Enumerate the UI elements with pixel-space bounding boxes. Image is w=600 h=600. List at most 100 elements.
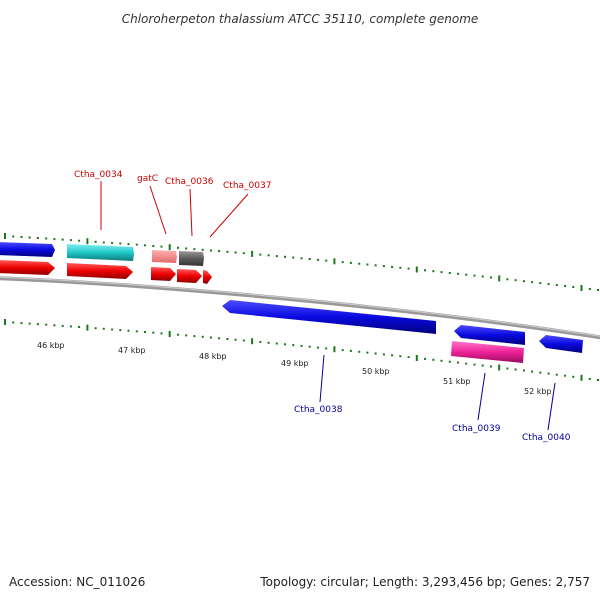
- outer-tick: [234, 251, 237, 254]
- inner-tick: [349, 349, 352, 352]
- label-ctha-0038[interactable]: Ctha_0038: [294, 405, 343, 415]
- inner-tick: [366, 351, 369, 354]
- outer-tick: [292, 256, 295, 259]
- inner-tick: [547, 372, 550, 375]
- inner-tick: [506, 367, 509, 370]
- outer-tick: [308, 258, 311, 260]
- inner-tick: [168, 331, 171, 337]
- kbp-label-52: 52 kbp: [524, 387, 552, 396]
- map-title: Chloroherpeton thalassium ATCC 35110, co…: [122, 12, 479, 26]
- gene-ctha-0034[interactable]: [67, 244, 134, 261]
- inner-tick: [391, 354, 394, 357]
- inner-tick: [432, 358, 435, 361]
- gene-arrow-left-edge-blue[interactable]: [0, 242, 55, 257]
- outer-tick: [259, 253, 262, 256]
- outer-tick: [547, 283, 550, 286]
- inner-tick: [86, 324, 89, 331]
- cds-arrow-left-edge[interactable]: [0, 260, 55, 275]
- inner-tick: [415, 355, 418, 361]
- leader-ctha-0037: [209, 193, 249, 238]
- inner-tick: [531, 370, 534, 373]
- outer-tick: [539, 282, 542, 285]
- forward-strand-cds-row: [0, 260, 212, 284]
- inner-tick: [465, 362, 468, 365]
- inner-tick: [20, 322, 23, 325]
- outer-tick: [325, 259, 328, 262]
- outer-tick: [597, 289, 599, 291]
- inner-tick: [498, 364, 501, 371]
- inner-tick: [407, 356, 410, 359]
- outer-tick: [498, 275, 501, 282]
- outer-tick: [226, 250, 229, 253]
- outer-tick: [514, 279, 517, 282]
- inner-tick: [333, 346, 336, 353]
- label-ctha-0037[interactable]: Ctha_0037: [223, 181, 271, 191]
- outer-tick: [457, 272, 459, 275]
- cds-ctha-0036[interactable]: [177, 269, 202, 283]
- outer-tick: [209, 249, 212, 252]
- gene-ctha-0040[interactable]: [539, 335, 583, 353]
- outer-tick: [465, 273, 468, 276]
- genome-backbone: [0, 276, 600, 340]
- forward-strand-top-row: [0, 242, 204, 266]
- outer-tick: [580, 285, 583, 291]
- gene-ctha-0039[interactable]: [454, 325, 525, 345]
- inner-tick: [53, 324, 56, 327]
- outer-tick: [300, 257, 303, 260]
- inner-tick: [177, 333, 179, 336]
- outer-tick: [102, 241, 105, 244]
- leader-gatc: [149, 185, 167, 235]
- inner-tick: [28, 322, 31, 325]
- gene-ctha-0036[interactable]: [179, 251, 204, 266]
- genome-backbone-highlight: [0, 276, 600, 337]
- cds-ctha-0037[interactable]: [203, 270, 212, 284]
- inner-tick: [94, 327, 97, 330]
- outer-tick: [424, 269, 426, 272]
- outer-tick: [168, 244, 171, 251]
- outer-tick: [506, 278, 509, 281]
- outer-tick: [193, 248, 196, 251]
- outer-tick: [12, 235, 15, 238]
- inner-tick: [4, 319, 6, 325]
- inner-tick: [382, 353, 385, 356]
- inner-tick: [209, 336, 212, 339]
- label-ctha-0040[interactable]: Ctha_0040: [522, 433, 571, 443]
- outer-tick: [45, 237, 48, 240]
- outer-tick: [366, 263, 369, 266]
- label-ctha-0039[interactable]: Ctha_0039: [452, 424, 501, 434]
- outer-tick: [382, 265, 385, 268]
- outer-tick: [201, 248, 204, 251]
- inner-tick: [78, 326, 81, 328]
- gene-gatc[interactable]: [152, 250, 177, 263]
- cds-gatc[interactable]: [151, 267, 176, 281]
- outer-tick: [251, 250, 254, 257]
- outer-tick: [473, 274, 476, 277]
- label-ctha-0034[interactable]: Ctha_0034: [74, 170, 123, 180]
- outer-tick: [144, 244, 146, 247]
- inner-tick: [275, 342, 278, 345]
- accession-text: Accession: NC_011026: [9, 575, 145, 589]
- cds-ctha-0039[interactable]: [451, 341, 524, 363]
- gene-ctha-0038[interactable]: [222, 300, 436, 334]
- inner-tick: [284, 343, 286, 346]
- inner-tick: [36, 323, 39, 326]
- inner-tick: [317, 346, 319, 349]
- label-ctha-0036[interactable]: Ctha_0036: [165, 177, 214, 187]
- inner-tick: [135, 330, 138, 333]
- inner-tick: [242, 339, 245, 342]
- inner-tick: [325, 347, 328, 350]
- inner-tick-track: [4, 319, 599, 381]
- label-gatc[interactable]: gatC: [137, 174, 158, 184]
- outer-tick: [267, 254, 270, 257]
- inner-tick: [201, 335, 204, 338]
- inner-tick: [473, 363, 476, 366]
- outer-tick: [399, 266, 402, 269]
- outer-tick-track: [4, 233, 599, 291]
- inner-tick: [580, 374, 583, 381]
- kbp-label-51: 51 kbp: [443, 377, 471, 386]
- inner-tick: [69, 325, 72, 328]
- cds-ctha-0034[interactable]: [67, 263, 133, 279]
- outer-tick: [94, 240, 97, 243]
- outer-tick: [242, 252, 245, 255]
